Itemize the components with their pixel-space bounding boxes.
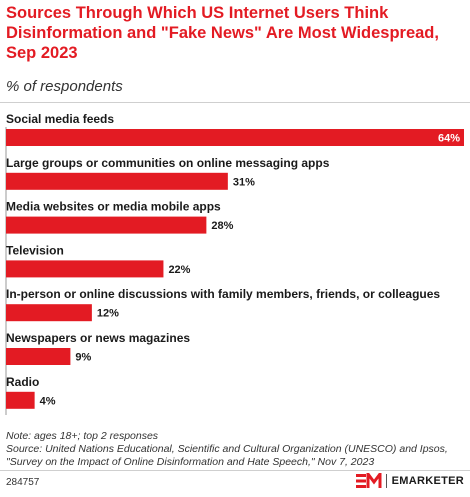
- bar: [6, 216, 207, 234]
- bar: [6, 129, 464, 146]
- category-label: In-person or online discussions with fam…: [6, 287, 440, 301]
- value-label: 28%: [211, 220, 233, 232]
- bar: [6, 260, 164, 278]
- note-text: Note: ages 18+; top 2 responses: [6, 430, 159, 442]
- value-label: 64%: [438, 133, 460, 145]
- category-label: Large groups or communities on online me…: [6, 156, 330, 170]
- value-label: 31%: [233, 176, 255, 188]
- chart-title: Sources Through Which US Internet Users …: [6, 4, 439, 62]
- bar: [6, 391, 35, 409]
- top-divider: [0, 102, 470, 103]
- value-label: 22%: [168, 264, 190, 276]
- bar: [6, 304, 92, 322]
- chart-id: 284757: [6, 477, 40, 488]
- category-label: Media websites or media mobile apps: [6, 200, 221, 214]
- category-label: Radio: [6, 375, 39, 389]
- emarketer-logo: EMARKETER: [355, 473, 464, 489]
- value-label: 9%: [75, 352, 91, 364]
- chart-subtitle: % of respondents: [6, 78, 123, 95]
- chart-notes: Note: ages 18+; top 2 responses Source: …: [6, 430, 466, 469]
- bar-chart: Social media feeds 64% Large groups or com…: [5, 112, 464, 415]
- value-label: 4%: [40, 395, 56, 407]
- value-label: 12%: [97, 308, 119, 320]
- category-label: Social media feeds: [6, 112, 114, 126]
- category-label: Television: [6, 243, 64, 257]
- bar: [6, 172, 228, 190]
- bottom-divider: [0, 470, 470, 471]
- source-text: Source: United Nations Educational, Scie…: [6, 443, 448, 468]
- logo-separator: [385, 474, 387, 488]
- em-logo-icon: [355, 473, 382, 488]
- brand-name: EMARKETER: [391, 475, 464, 487]
- bar: [6, 348, 71, 365]
- category-label: Newspapers or news magazines: [6, 331, 190, 345]
